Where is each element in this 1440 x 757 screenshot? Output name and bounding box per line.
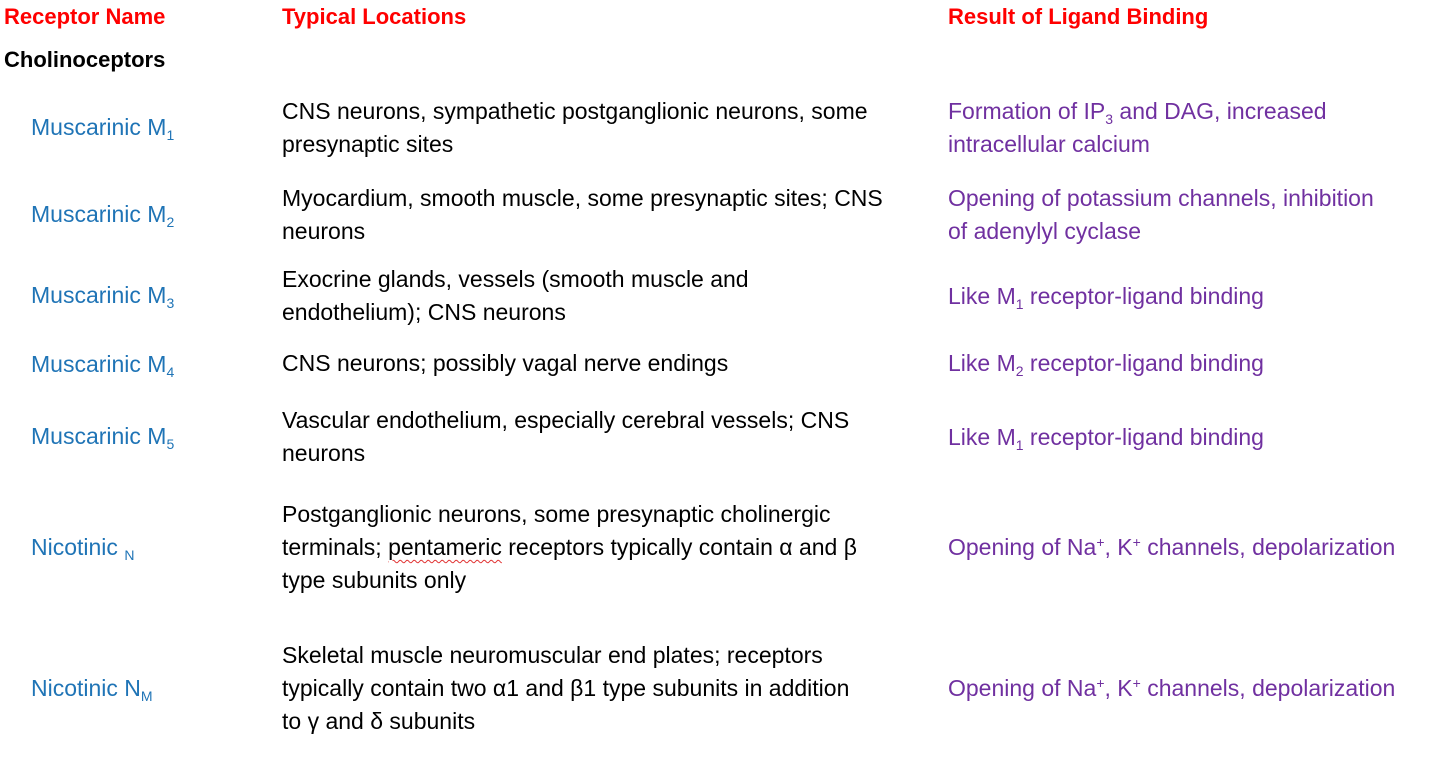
result-text: and DAG, increased [1113,98,1327,124]
result-subscript: 1 [1015,296,1024,312]
receptor-name: Muscarinic M5 [31,423,175,452]
typical-locations: Postganglionic neurons, some presynaptic… [282,498,942,597]
receptor-name-text: Muscarinic M [31,114,167,140]
result-text: channels, depolarization [1140,534,1396,560]
ligand-binding-result: Formation of IP3 and DAG, increased intr… [948,95,1438,161]
result-text: Like M [948,283,1016,309]
receptor-name-subscript: 3 [166,295,175,311]
location-line: presynaptic sites [282,131,454,157]
receptor-name-text: Muscarinic M [31,351,167,377]
receptor-name: Muscarinic M3 [31,282,175,311]
typical-locations: Exocrine glands, vessels (smooth muscle … [282,263,942,329]
receptor-name: Muscarinic M1 [31,114,175,143]
receptor-name: Muscarinic M2 [31,201,175,230]
receptor-name-subscript: 2 [166,214,175,230]
receptor-name-text: Muscarinic M [31,282,167,308]
ligand-binding-result: Opening of Na+, K+ channels, depolarizat… [948,672,1438,705]
group-heading-cholinoceptors: Cholinoceptors [4,47,166,72]
typical-locations: Vascular endothelium, especially cerebra… [282,404,942,470]
location-line: neurons [282,218,366,244]
receptor-name-text: Muscarinic M [31,201,167,227]
location-line: terminals; pentameric receptors typicall… [282,531,942,564]
location-line: Skeletal muscle neuromuscular end plates… [282,642,823,668]
result-text: , K [1104,675,1133,701]
receptor-name: Nicotinic NM [31,675,153,704]
location-text: receptors typically contain α and β [501,534,857,560]
result-line: intracellular calcium [948,131,1150,157]
result-text: Like M [948,350,1016,376]
location-line: typically contain two α1 and β1 type sub… [282,675,850,701]
receptor-name: Muscarinic M4 [31,351,175,380]
result-text: Like M [948,424,1016,450]
result-text: channels, depolarization [1140,675,1396,701]
receptor-name-subscript: 4 [166,364,175,380]
typical-locations: CNS neurons, sympathetic postganglionic … [282,95,942,161]
spellcheck-flagged-word[interactable]: pentameric [388,534,502,560]
result-text: receptor-ligand binding [1023,350,1264,376]
header-receptor-name: Receptor Name [4,4,166,29]
result-line: Opening of potassium channels, inhibitio… [948,185,1374,211]
typical-locations: CNS neurons; possibly vagal nerve ending… [282,347,942,380]
result-text: Formation of IP [948,98,1106,124]
receptor-name-text: Nicotinic N [31,675,141,701]
result-superscript: + [1132,675,1141,691]
result-text: Opening of Na [948,534,1097,560]
ligand-binding-result: Like M1 receptor-ligand binding [948,280,1438,313]
result-line: Formation of IP3 and DAG, increased [948,95,1438,128]
location-line: Exocrine glands, vessels (smooth muscle … [282,266,749,292]
result-text: Opening of Na [948,675,1097,701]
typical-locations: Myocardium, smooth muscle, some presynap… [282,182,942,248]
location-line: CNS neurons, sympathetic postganglionic … [282,98,868,124]
ligand-binding-result: Like M2 receptor-ligand binding [948,347,1438,380]
result-superscript: + [1096,534,1105,550]
location-line: to γ and δ subunits [282,708,476,734]
location-line: Myocardium, smooth muscle, some presynap… [282,185,883,211]
location-line: type subunits only [282,567,467,593]
result-subscript: 1 [1015,437,1024,453]
ligand-binding-result: Like M1 receptor-ligand binding [948,421,1438,454]
result-subscript: 3 [1105,111,1114,127]
receptor-name-subscript: N [124,547,135,563]
location-line: CNS neurons; possibly vagal nerve ending… [282,350,729,376]
result-superscript: + [1132,534,1141,550]
receptor-name-text: Muscarinic M [31,423,167,449]
result-line: of adenylyl cyclase [948,218,1142,244]
location-line: endothelium); CNS neurons [282,299,566,325]
result-text: receptor-ligand binding [1023,424,1264,450]
receptor-name-text: Nicotinic [31,534,125,560]
header-typical-locations: Typical Locations [282,4,467,29]
location-text: terminals; [282,534,389,560]
receptor-name-subscript: M [140,688,153,704]
receptor-name-subscript: 5 [166,436,175,452]
result-text: receptor-ligand binding [1023,283,1264,309]
location-line: Vascular endothelium, especially cerebra… [282,407,850,433]
location-line: neurons [282,440,366,466]
receptor-name: Nicotinic N [31,534,135,563]
receptor-name-subscript: 1 [166,127,175,143]
ligand-binding-result: Opening of potassium channels, inhibitio… [948,182,1438,248]
typical-locations: Skeletal muscle neuromuscular end plates… [282,639,942,738]
result-text: , K [1104,534,1133,560]
result-subscript: 2 [1015,363,1024,379]
result-superscript: + [1096,675,1105,691]
location-line: Postganglionic neurons, some presynaptic… [282,501,831,527]
ligand-binding-result: Opening of Na+, K+ channels, depolarizat… [948,531,1438,564]
header-result-of-ligand-binding: Result of Ligand Binding [948,4,1209,29]
